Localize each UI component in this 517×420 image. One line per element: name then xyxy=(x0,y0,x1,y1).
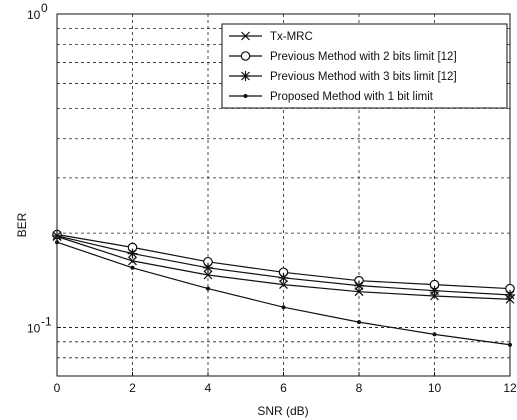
data-point xyxy=(357,320,361,325)
legend: Tx-MRC Previous Method with 2 bits limit … xyxy=(221,23,508,109)
data-point xyxy=(52,230,62,241)
legend-items: Tx-MRC Previous Method with 2 bits limit … xyxy=(229,31,457,103)
legend-label: Previous Method with 2 bits limit [12] xyxy=(270,51,457,63)
data-point xyxy=(278,272,289,283)
data-point xyxy=(281,305,286,310)
data-point xyxy=(429,285,440,296)
y-tick-base: 10 xyxy=(27,8,41,22)
x-tick-label: 0 xyxy=(54,381,61,395)
legend-item: Tx-MRC xyxy=(229,31,313,43)
legend-marker xyxy=(240,51,251,61)
legend-label: Proposed Method with 1 bit limit xyxy=(270,91,434,103)
legend-box xyxy=(221,23,508,109)
data-point xyxy=(279,280,288,290)
x-tick-label: 10 xyxy=(428,381,442,395)
y-axis-label: BER xyxy=(15,212,29,237)
data-point xyxy=(55,240,59,245)
legend-item: Proposed Method with 1 bit limit xyxy=(229,91,434,103)
series-group xyxy=(52,229,515,347)
data-point xyxy=(354,280,364,291)
data-point xyxy=(130,265,135,270)
legend-label: Tx-MRC xyxy=(270,31,313,43)
y-tick-exponent: -1 xyxy=(41,314,52,328)
y-tick-label: 10 -1 xyxy=(27,314,52,335)
y-tick-label: 10 0 xyxy=(27,1,48,22)
data-point xyxy=(505,289,515,300)
x-axis-label: SNR (dB) xyxy=(257,404,308,418)
data-point xyxy=(127,248,138,259)
legend-marker xyxy=(240,71,251,81)
y-tick-exponent: 0 xyxy=(41,1,48,15)
legend-label: Previous Method with 3 bits limit [12] xyxy=(270,71,457,83)
data-point xyxy=(203,262,213,273)
x-tick-label: 12 xyxy=(503,381,517,395)
legend-marker xyxy=(243,94,248,98)
series-3 xyxy=(52,230,515,300)
series-4 xyxy=(55,240,512,347)
x-tick-label: 2 xyxy=(129,381,136,395)
legend-item: Previous Method with 2 bits limit [12] xyxy=(229,51,457,63)
data-point xyxy=(128,256,137,266)
legend-marker xyxy=(241,31,250,41)
data-point xyxy=(203,270,213,280)
x-tick-label: 4 xyxy=(205,381,212,395)
y-tick-base: 10 xyxy=(27,321,41,335)
data-point xyxy=(206,286,210,291)
x-tick-label: 6 xyxy=(280,381,287,395)
legend-item: Previous Method with 3 bits limit [12] xyxy=(229,71,457,83)
x-tick-label: 8 xyxy=(356,381,363,395)
data-point xyxy=(508,342,512,347)
data-point xyxy=(432,332,437,337)
